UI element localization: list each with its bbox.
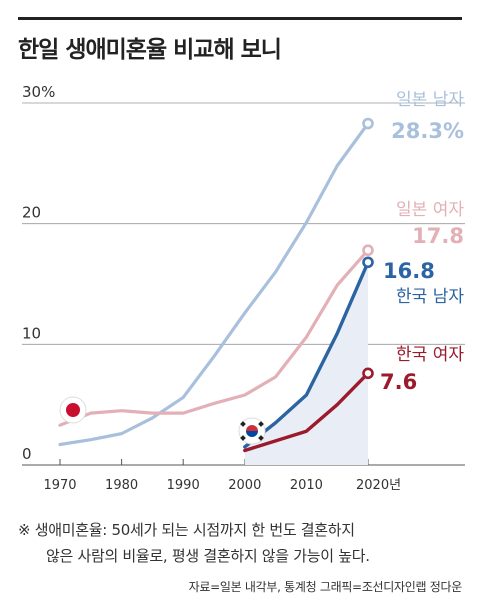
series-name-label: 일본 남자 <box>396 90 464 110</box>
korea-shaded-area <box>244 262 368 465</box>
korea-trigram <box>258 421 264 427</box>
series-name-label: 한국 남자 <box>396 287 464 307</box>
y-tick-label: 20 <box>22 204 41 222</box>
x-tick-label: 1980 <box>105 478 138 493</box>
series-value-label: 28.3% <box>391 119 464 143</box>
y-tick-label: 10 <box>22 324 41 342</box>
series-end-point <box>362 367 374 380</box>
series-value-label: 16.8 <box>383 259 435 283</box>
series-value-label: 17.8 <box>412 224 464 248</box>
series-name-label: 일본 여자 <box>396 200 464 220</box>
definition-note: ※ 생애미혼율: 50세가 되는 시점까지 한 번도 결혼하지 않은 사람의 비… <box>18 517 370 569</box>
korea-taegeuk-red <box>246 425 258 431</box>
note-line-2: 않은 사람의 비율로, 평생 결혼하지 않을 가능이 높다. <box>46 547 370 565</box>
x-tick-label: 2020년 <box>356 478 401 493</box>
series-end-point <box>362 244 374 257</box>
series-value-label: 7.6 <box>380 370 417 394</box>
x-tick-label: 2000 <box>228 478 261 493</box>
note-line-1: 생애미혼율: 50세가 되는 시점까지 한 번도 결혼하지 <box>34 521 355 539</box>
x-tick-label: 1990 <box>167 478 200 493</box>
note-mark: ※ <box>18 521 31 539</box>
source-credit: 자료=일본 내각부, 통계청 그래픽=조선디자인랩 정다운 <box>188 580 463 594</box>
japan-flag-disc <box>66 403 80 417</box>
title-rule <box>18 17 462 20</box>
korea-trigram <box>258 435 264 441</box>
y-tick-label: 0 <box>22 445 32 463</box>
series-end-point <box>362 256 374 269</box>
chart-area: 0 10 20 30% 1970 1980 1990 2000 2010 2020년 일본 남자 28… <box>22 83 465 493</box>
korea-taegeuk-blue <box>246 431 258 437</box>
chart-title: 한일 생애미혼율 비교해 보니 <box>18 37 282 63</box>
korea-trigram <box>240 435 246 441</box>
y-tick-label: 30% <box>22 83 55 101</box>
series-end-point <box>362 117 374 130</box>
x-tick-label: 1970 <box>43 478 76 493</box>
x-tick-label: 2010 <box>290 478 323 493</box>
korea-trigram <box>240 421 246 427</box>
series-name-label: 한국 여자 <box>396 345 464 365</box>
